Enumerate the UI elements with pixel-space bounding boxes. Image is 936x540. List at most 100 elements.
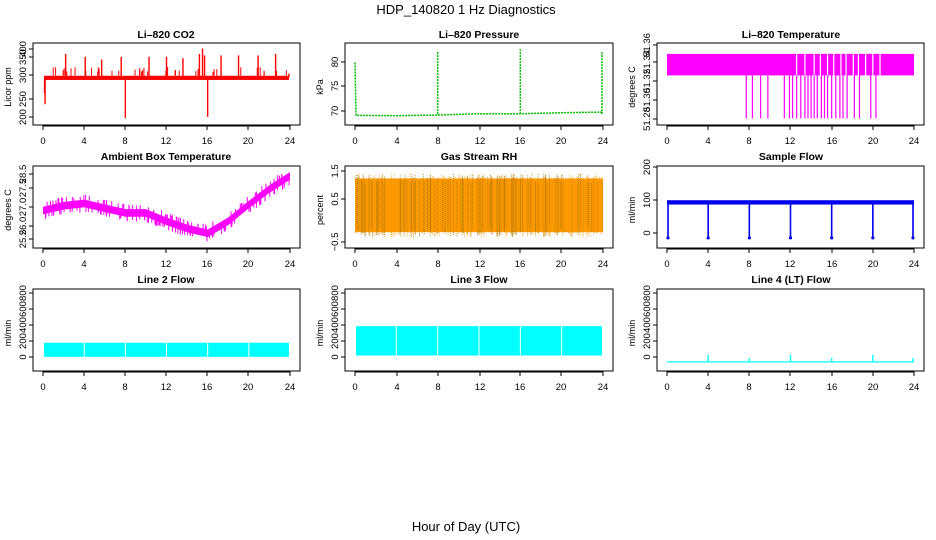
x-tick-label: 0 (352, 259, 357, 270)
y-tick-label: 600 (330, 301, 341, 317)
x-tick-label: 8 (746, 259, 751, 270)
plot-frame (344, 42, 614, 126)
panel-7: Line 2 Flow ml/min 0 4 8 12 16 20 24 0 20040060080… (3, 274, 301, 393)
panel-2: Li–820 Pressure kPa 0 4 8 12 16 20 24 70 75 80 (315, 29, 614, 147)
y-tick-label: 200 (18, 333, 29, 349)
y-tick-label: 0 (330, 354, 341, 359)
data-point (747, 236, 751, 240)
x-tick-label: 24 (909, 259, 920, 270)
x-tick-label: 4 (394, 382, 399, 393)
y-tick-label: 350 (18, 49, 29, 65)
panel-title: Sample Flow (759, 151, 824, 163)
y-tick-label: 600 (642, 301, 653, 317)
x-tick-label: 8 (435, 259, 440, 270)
y-tick-label: 26.0 (18, 217, 29, 236)
x-tick-label: 20 (868, 259, 879, 270)
x-tick-label: 0 (40, 382, 45, 393)
y-tick-label: 27.5 (18, 179, 29, 198)
x-tick-label: 12 (161, 136, 172, 147)
x-tick-label: 24 (285, 382, 296, 393)
y-tick-label: 0.5 (330, 192, 341, 205)
data-band (43, 172, 290, 238)
panel-title: Li–820 Pressure (439, 29, 520, 41)
x-tick-label: 16 (827, 382, 838, 393)
x-tick-label: 24 (909, 136, 920, 147)
x-tick-label: 20 (868, 136, 879, 147)
panel-6: Sample Flow ml/min 0 4 8 12 16 20 24 0 100 200 (627, 151, 925, 270)
panel-9: Line 4 (LT) Flow ml/min 0 4 8 12 16 20 24 0 200400… (627, 274, 925, 393)
x-tick-label: 4 (705, 136, 710, 147)
x-tick-label: 20 (556, 259, 567, 270)
x-tick-label: 4 (81, 382, 86, 393)
y-tick-label: 100 (642, 192, 653, 208)
y-axis-label: degrees C (3, 189, 13, 231)
y-tick-label: 800 (330, 285, 341, 301)
x-tick-label: 16 (827, 259, 838, 270)
plot-frame (344, 288, 614, 372)
panel-4: Ambient Box Temperature degrees C 0 4 8 12 16 2… (3, 151, 301, 270)
x-tick-label: 16 (202, 136, 213, 147)
y-axis-label: ml/min (3, 320, 13, 347)
x-tick-label: 4 (394, 136, 399, 147)
y-tick-label: 80 (330, 57, 341, 68)
x-tick-label: 24 (598, 259, 609, 270)
plot-frame (32, 288, 301, 372)
panel-8: Line 3 Flow ml/min 0 4 8 12 16 20 24 0 20040060080… (315, 274, 614, 393)
x-tick-label: 24 (909, 382, 920, 393)
y-tick-label: 400 (18, 41, 29, 57)
x-tick-label: 4 (705, 259, 710, 270)
panel-1: Li–820 CO2 Licor ppm 0 4 8 12 16 20 24 200 250 300 3… (3, 29, 301, 147)
y-tick-label: 200 (642, 333, 653, 349)
panel-title: Line 3 Flow (450, 274, 508, 286)
y-tick-label: 200 (642, 159, 653, 175)
y-tick-label: 25.5 (18, 230, 29, 249)
x-tick-label: 20 (868, 382, 879, 393)
y-tick-label: 51.34 (642, 50, 653, 74)
y-axis-label: ml/min (315, 320, 325, 347)
data-point (871, 236, 875, 240)
x-tick-label: 8 (746, 136, 751, 147)
y-tick-label: 200 (18, 109, 29, 125)
x-tick-label: 12 (785, 259, 796, 270)
y-tick-label: 51.36 (642, 33, 653, 57)
x-tick-label: 12 (475, 136, 486, 147)
x-tick-label: 24 (598, 136, 609, 147)
x-tick-label: 12 (785, 136, 796, 147)
x-tick-label: 8 (435, 136, 440, 147)
y-tick-label: 400 (642, 317, 653, 333)
figure-xlabel: Hour of Day (UTC) (412, 519, 520, 534)
x-tick-label: 16 (827, 136, 838, 147)
y-tick-label: 51.32 (642, 69, 653, 93)
y-tick-label: 400 (18, 317, 29, 333)
y-tick-label: 800 (642, 285, 653, 301)
panel-title: Line 2 Flow (137, 274, 195, 286)
data-line (354, 62, 604, 117)
y-tick-label: 70 (330, 106, 341, 117)
y-tick-label: 600 (18, 301, 29, 317)
x-tick-label: 24 (285, 259, 296, 270)
x-tick-label: 0 (352, 382, 357, 393)
y-tick-label: 0 (18, 354, 29, 359)
y-tick-label: 250 (18, 91, 29, 107)
x-tick-label: 20 (243, 259, 254, 270)
x-tick-label: 12 (475, 382, 486, 393)
panel-title: Line 4 (LT) Flow (751, 274, 831, 286)
y-axis-label: ml/min (627, 197, 637, 224)
data-point (666, 236, 670, 240)
x-tick-label: 0 (40, 136, 45, 147)
y-tick-label: 200 (330, 333, 341, 349)
x-tick-label: 0 (664, 382, 669, 393)
y-tick-label: 0 (642, 230, 653, 235)
x-tick-label: 0 (352, 136, 357, 147)
x-tick-label: 20 (556, 136, 567, 147)
data-point (911, 236, 915, 240)
x-tick-label: 24 (285, 136, 296, 147)
x-tick-label: 0 (664, 136, 669, 147)
y-tick-label: 27.0 (18, 198, 29, 217)
data-band (44, 75, 289, 80)
x-tick-label: 16 (515, 382, 526, 393)
y-tick-label: 51.28 (642, 107, 653, 131)
y-tick-label: 51.30 (642, 88, 653, 112)
panel-title: Li–820 CO2 (137, 29, 194, 41)
x-tick-label: 4 (81, 259, 86, 270)
